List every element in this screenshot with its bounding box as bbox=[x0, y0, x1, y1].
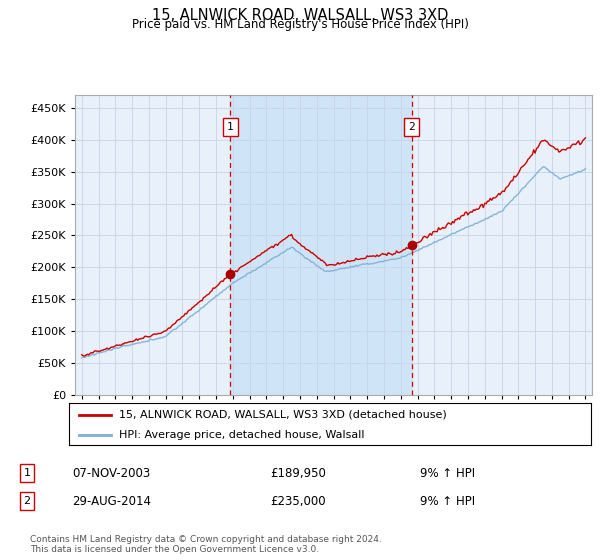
Bar bbox=[230, 95, 412, 395]
Text: 15, ALNWICK ROAD, WALSALL, WS3 3XD: 15, ALNWICK ROAD, WALSALL, WS3 3XD bbox=[152, 8, 448, 24]
Text: 9% ↑ HPI: 9% ↑ HPI bbox=[420, 494, 475, 508]
Text: 29-AUG-2014: 29-AUG-2014 bbox=[72, 494, 151, 508]
Text: 9% ↑ HPI: 9% ↑ HPI bbox=[420, 466, 475, 480]
Text: Contains HM Land Registry data © Crown copyright and database right 2024.
This d: Contains HM Land Registry data © Crown c… bbox=[30, 535, 382, 554]
Text: 1: 1 bbox=[23, 468, 31, 478]
Text: £235,000: £235,000 bbox=[270, 494, 326, 508]
Text: 1: 1 bbox=[227, 122, 234, 132]
Text: 15, ALNWICK ROAD, WALSALL, WS3 3XD (detached house): 15, ALNWICK ROAD, WALSALL, WS3 3XD (deta… bbox=[119, 410, 446, 420]
Text: HPI: Average price, detached house, Walsall: HPI: Average price, detached house, Wals… bbox=[119, 430, 364, 440]
Text: Price paid vs. HM Land Registry's House Price Index (HPI): Price paid vs. HM Land Registry's House … bbox=[131, 18, 469, 31]
Text: 2: 2 bbox=[409, 122, 415, 132]
Text: £189,950: £189,950 bbox=[270, 466, 326, 480]
Text: 2: 2 bbox=[23, 496, 31, 506]
Text: 07-NOV-2003: 07-NOV-2003 bbox=[72, 466, 150, 480]
